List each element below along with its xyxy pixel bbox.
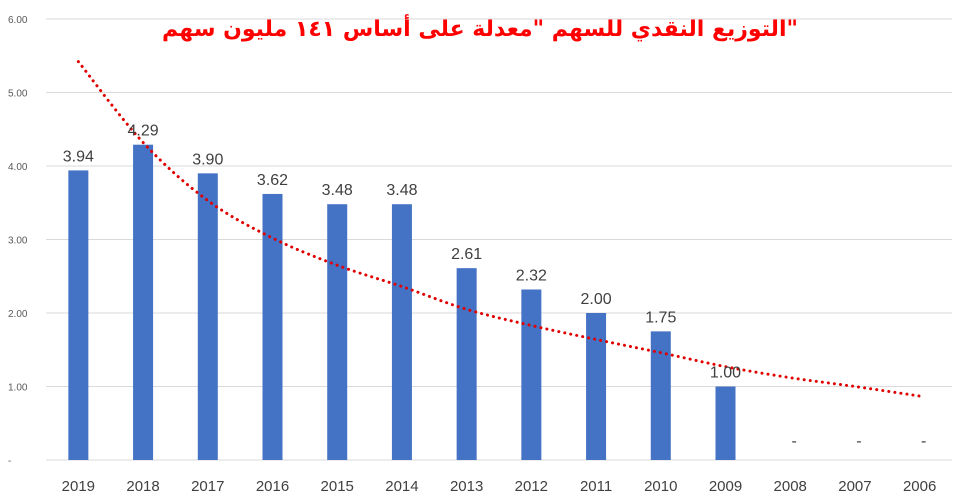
category-label: 2010 — [644, 478, 677, 495]
bar-2011 — [586, 313, 607, 460]
bar-2010 — [650, 331, 671, 460]
chart-title: التوزيع النقدي للسهم "معدلة على أساس ١٤١… — [162, 13, 798, 42]
category-label: 2007 — [838, 478, 871, 495]
y-tick-label: 5.00 — [8, 89, 28, 100]
bar-series — [68, 144, 736, 460]
data-label: 3.48 — [386, 182, 417, 199]
data-label: - — [921, 433, 926, 450]
data-label: 2.61 — [451, 246, 482, 263]
bar-2017 — [197, 173, 218, 460]
category-label: 2013 — [450, 478, 483, 495]
bar-2013 — [456, 268, 477, 460]
category-label: 2008 — [774, 478, 807, 495]
bar-2009 — [715, 386, 736, 460]
category-label: 2006 — [903, 478, 936, 495]
gridlines — [46, 18, 952, 461]
data-label: 1.75 — [645, 309, 676, 326]
bar-2015 — [327, 204, 348, 460]
trend-line — [76, 60, 922, 398]
bar-2018 — [133, 144, 154, 460]
category-label: 2018 — [126, 478, 159, 495]
x-axis-categories: 2019 2018 2017 2016 2015 2014 2013 2012 2011 2010… — [62, 478, 937, 495]
category-label: 2012 — [515, 478, 548, 495]
y-tick-label: 3.00 — [8, 236, 28, 247]
y-tick-label: 4.00 — [8, 162, 28, 173]
category-label: 2011 — [580, 478, 612, 495]
category-label: 2009 — [709, 478, 742, 495]
y-tick-label: 6.00 — [8, 15, 28, 26]
data-label: 3.48 — [322, 182, 353, 199]
y-tick-label: 2.00 — [8, 309, 28, 320]
category-label: 2016 — [256, 478, 289, 495]
y-tick-label: - — [8, 456, 11, 467]
data-label: - — [792, 433, 797, 450]
data-label: 3.94 — [63, 148, 94, 165]
bar-2014 — [391, 204, 412, 460]
y-axis-ticks: - 1.00 2.00 3.00 4.00 5.00 6.00 — [8, 15, 28, 467]
data-label: 3.62 — [257, 172, 288, 189]
data-label: 1.00 — [710, 365, 741, 382]
trendline — [76, 60, 922, 398]
bar-2012 — [521, 289, 542, 460]
category-label: 2017 — [191, 478, 224, 495]
bar-2016 — [262, 193, 283, 460]
y-tick-label: 1.00 — [8, 383, 28, 394]
data-labels: 3.94 4.29 3.90 3.62 3.48 3.48 2.61 2.32 2.00 1.75… — [63, 123, 927, 450]
data-label: 3.90 — [192, 151, 223, 168]
bar-2019 — [68, 170, 89, 460]
data-label: - — [856, 433, 861, 450]
category-label: 2019 — [62, 478, 95, 495]
category-label: 2015 — [321, 478, 354, 495]
data-label: 2.00 — [581, 291, 612, 308]
category-label: 2014 — [385, 478, 418, 495]
data-label: 2.32 — [516, 267, 547, 284]
data-label: 4.29 — [128, 123, 159, 140]
